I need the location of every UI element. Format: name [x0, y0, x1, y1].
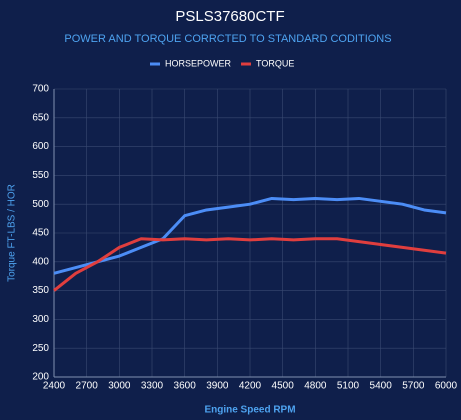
- x-tick-label: 3600: [174, 381, 197, 392]
- y-tick-label: 400: [32, 256, 49, 267]
- y-tick-label: 250: [32, 343, 49, 354]
- x-tick-label: 2400: [43, 381, 66, 392]
- y-tick-label: 500: [32, 199, 49, 210]
- chart-title: PSLS37680CTF: [175, 8, 284, 25]
- y-tick-label: 200: [32, 372, 49, 383]
- y-tick-label: 700: [32, 84, 49, 95]
- x-tick-label: 4800: [304, 381, 327, 392]
- x-tick-label: 3300: [141, 381, 164, 392]
- x-tick-label: 3900: [206, 381, 229, 392]
- series-line: [53, 196, 447, 275]
- legend-label: HORSEPOWER: [165, 58, 232, 68]
- x-tick-label: 6000: [435, 381, 458, 392]
- legend-label: TORQUE: [256, 58, 294, 68]
- x-tick-label: 5400: [370, 381, 393, 392]
- x-tick-label: 5100: [337, 381, 360, 392]
- y-tick-label: 650: [32, 112, 49, 123]
- series-line: [53, 237, 447, 292]
- x-tick-label: 4500: [272, 381, 295, 392]
- y-tick-label: 350: [32, 285, 49, 296]
- y-tick-label: 450: [32, 228, 49, 239]
- y-tick-label: 600: [32, 141, 49, 152]
- y-tick-label: 300: [32, 314, 49, 325]
- x-tick-label: 2700: [76, 381, 99, 392]
- y-tick-label: 550: [32, 170, 49, 181]
- y-axis-label: Torque FT-LBS / HOR: [7, 184, 18, 282]
- chart-subtitle: POWER AND TORQUE CORRCTED TO STANDARD CO…: [64, 33, 391, 45]
- x-tick-label: 3000: [108, 381, 131, 392]
- x-axis-label: Engine Speed RPM: [204, 405, 295, 416]
- x-tick-label: 4200: [239, 381, 262, 392]
- x-tick-label: 5700: [402, 381, 425, 392]
